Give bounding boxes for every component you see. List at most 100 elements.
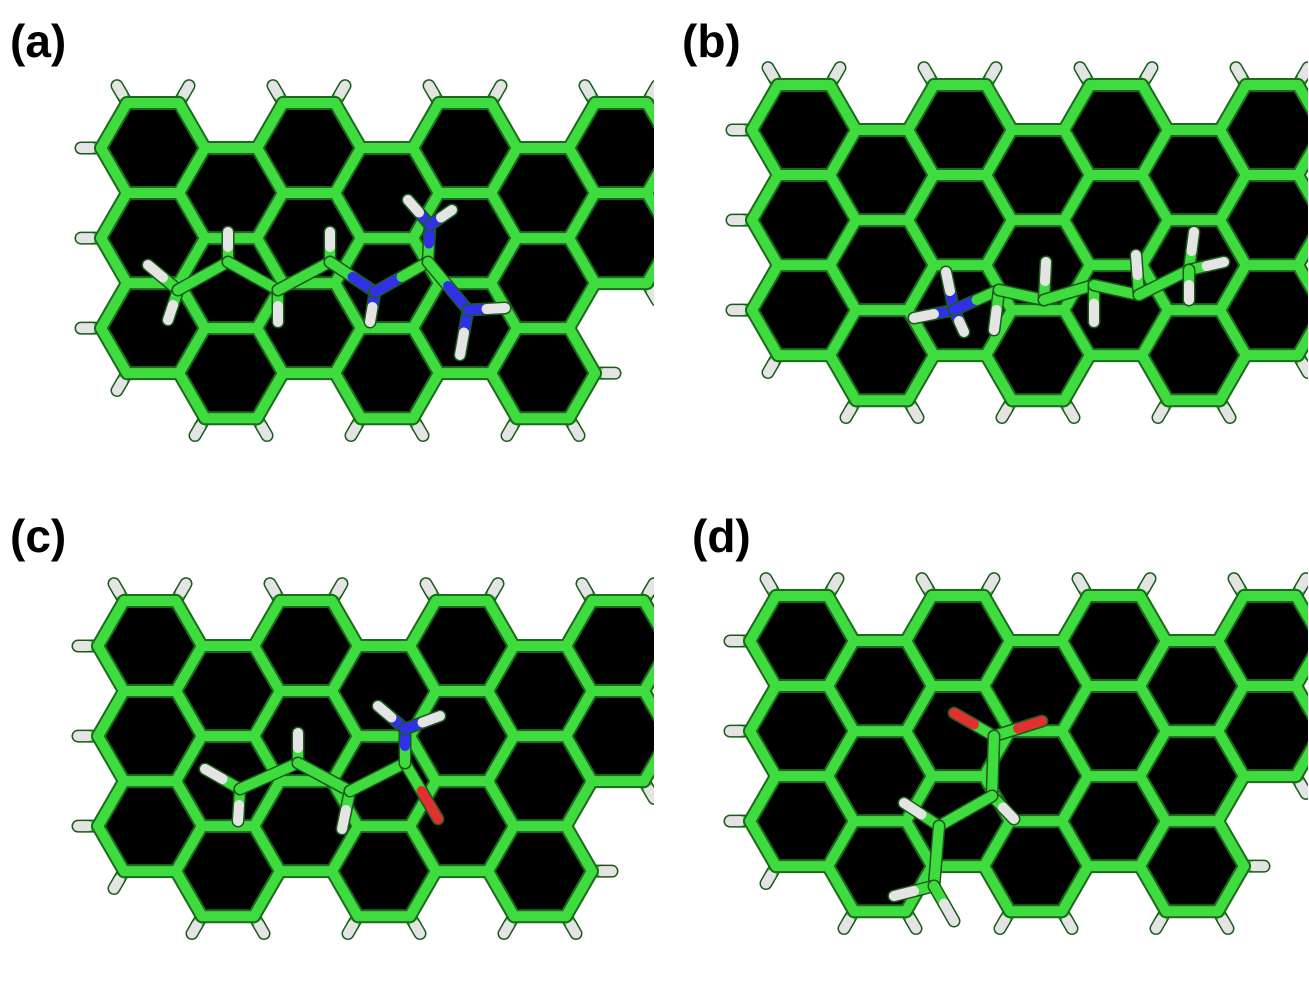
glutamine-bond: [417, 711, 445, 728]
hydrogen-bond: [1073, 573, 1088, 593]
carbon-bond: [171, 686, 207, 742]
carbon-bond: [483, 731, 519, 787]
carbon-bond: [249, 686, 285, 742]
hydrogen-bond: [176, 578, 191, 598]
hydrogen-bond: [580, 80, 595, 100]
carbon-bond: [642, 97, 654, 126]
carbon-bond: [96, 233, 132, 289]
hydrogen-bond: [421, 578, 436, 598]
carbon-bond: [249, 595, 285, 651]
graphene-ring: [488, 646, 592, 737]
carbon-bond: [252, 188, 288, 244]
carbon-bond: [1135, 771, 1171, 827]
carbon-bond: [330, 278, 366, 334]
carbon-bond: [252, 97, 288, 153]
carbon-bond: [1213, 861, 1249, 917]
panel-a: (a): [0, 0, 654, 501]
carbon-bond: [93, 731, 129, 787]
graphene-ring: [1142, 310, 1246, 401]
graphene-ring: [1140, 731, 1244, 822]
carbon-bond: [1213, 636, 1249, 692]
hydrogen-bond: [424, 80, 439, 100]
hydrogen-bond: [644, 784, 654, 804]
carbon-bond: [1215, 170, 1251, 226]
glutamic-acid-bond: [899, 798, 927, 820]
arginine-bond: [403, 195, 424, 218]
hydrogen-bond: [109, 578, 124, 598]
lysine-bond: [909, 309, 939, 323]
carbon-bond: [823, 816, 859, 872]
graphene-ring: [906, 595, 1010, 687]
hydrogen-bond: [332, 578, 347, 598]
graphene-ring: [335, 148, 439, 239]
graphene-ring: [491, 238, 595, 329]
carbon-bond: [483, 686, 519, 742]
carbon-bond: [745, 636, 781, 692]
carbon-bond: [745, 816, 781, 872]
panel-label-b: (b): [682, 15, 741, 67]
graphene-ring: [254, 781, 358, 872]
hydrogen-bond: [995, 914, 1010, 934]
graphene-ring: [752, 265, 856, 356]
carbon-bond: [1057, 590, 1093, 646]
carbon-bond: [1135, 590, 1171, 646]
graphene-ring: [1062, 595, 1166, 687]
graphene-ring: [254, 600, 358, 692]
carbon-bond: [252, 143, 288, 199]
hydrogen-bond: [257, 421, 272, 441]
carbon-bond: [408, 97, 444, 153]
carbon-bond: [1215, 125, 1251, 181]
graphene-ring: [257, 102, 361, 194]
carbon-bond: [249, 821, 285, 877]
carbon-bond: [327, 641, 363, 697]
carbon-bond: [408, 278, 444, 334]
carbon-bond: [171, 641, 207, 697]
carbon-bond: [1059, 350, 1095, 406]
lysine-bond: [989, 305, 1002, 335]
glutamine-bond: [337, 805, 351, 834]
hydrogen-bond: [1220, 403, 1235, 423]
carbon-bond: [405, 821, 441, 877]
carbon-bond: [96, 97, 132, 153]
hydrogen-bond: [1298, 62, 1308, 82]
hydrogen-bond: [502, 421, 517, 441]
panel-c: (c): [0, 501, 654, 1002]
lysine-bond: [1186, 227, 1199, 256]
arginine-bond: [455, 327, 469, 360]
carbon-bond: [901, 726, 937, 782]
carbon-bond: [903, 170, 939, 226]
hydrogen-bond: [410, 919, 425, 939]
graphene-ring: [179, 328, 283, 419]
hydrogen-bond: [577, 578, 592, 598]
graphene-ring: [984, 641, 1088, 732]
glutamic-acid-bond: [931, 821, 944, 861]
carbon-bond: [564, 323, 600, 379]
carbon-bond: [96, 323, 132, 379]
carbon-bond: [1293, 79, 1308, 113]
carbon-bond: [745, 681, 781, 737]
hydrogen-bond: [112, 376, 127, 396]
glutamic-acid-bond: [960, 791, 997, 816]
carbon-bond: [486, 97, 522, 153]
carbon-bond: [1137, 170, 1173, 226]
carbon-bond: [823, 726, 859, 782]
carbon-bond: [1213, 681, 1249, 737]
graphene-ring: [488, 826, 592, 917]
hydrogen-bond: [919, 62, 934, 82]
graphene-ring: [491, 328, 595, 419]
carbon-bond: [561, 686, 597, 742]
graphene-ring: [828, 641, 932, 732]
arginine-bond: [365, 302, 378, 327]
graphene-ring: [750, 595, 854, 687]
carbon-bond: [823, 590, 859, 646]
panel-label-a: (a): [10, 15, 67, 67]
hydrogen-bond: [1140, 573, 1155, 593]
carbon-bond: [564, 278, 600, 334]
carbon-bond: [408, 323, 444, 379]
carbon-bond: [1057, 636, 1093, 692]
graphene-ring: [986, 130, 1090, 221]
glutamine-bond: [345, 772, 383, 796]
carbon-bond: [174, 323, 210, 379]
arginine-bond: [481, 303, 510, 314]
graphene-ring: [1064, 84, 1168, 176]
